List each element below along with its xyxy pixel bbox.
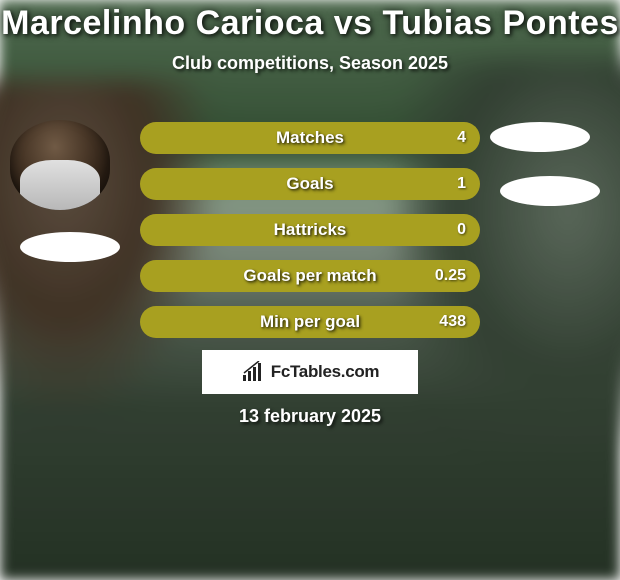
stat-label: Goals per match — [243, 266, 376, 286]
stat-bar: Hattricks 0 — [140, 214, 480, 246]
brand-box[interactable]: FcTables.com — [202, 350, 418, 394]
stat-value: 0.25 — [435, 267, 466, 285]
date-label: 13 february 2025 — [0, 406, 620, 427]
stat-value: 0 — [457, 221, 466, 239]
stat-bar: Min per goal 438 — [140, 306, 480, 338]
stat-label: Min per goal — [260, 312, 360, 332]
fctables-icon — [241, 361, 267, 383]
stat-label: Goals — [286, 174, 333, 194]
stat-label: Hattricks — [274, 220, 347, 240]
stat-bar: Goals per match 0.25 — [140, 260, 480, 292]
stat-value: 4 — [457, 129, 466, 147]
brand-text: FcTables.com — [271, 362, 380, 382]
stat-label: Matches — [276, 128, 344, 148]
player-avatar-left — [10, 120, 110, 210]
stat-bar: Goals 1 — [140, 168, 480, 200]
stat-value: 1 — [457, 175, 466, 193]
label-bubble — [20, 232, 120, 262]
stat-value: 438 — [439, 313, 466, 331]
label-bubble — [490, 122, 590, 152]
subtitle: Club competitions, Season 2025 — [0, 53, 620, 74]
main-container: Marcelinho Carioca vs Tubias Pontes Club… — [0, 0, 620, 580]
label-bubble — [500, 176, 600, 206]
page-title: Marcelinho Carioca vs Tubias Pontes — [0, 0, 620, 43]
stat-bar: Matches 4 — [140, 122, 480, 154]
stat-bars: Matches 4 Goals 1 Hattricks 0 Goals per match 0… — [140, 122, 480, 352]
